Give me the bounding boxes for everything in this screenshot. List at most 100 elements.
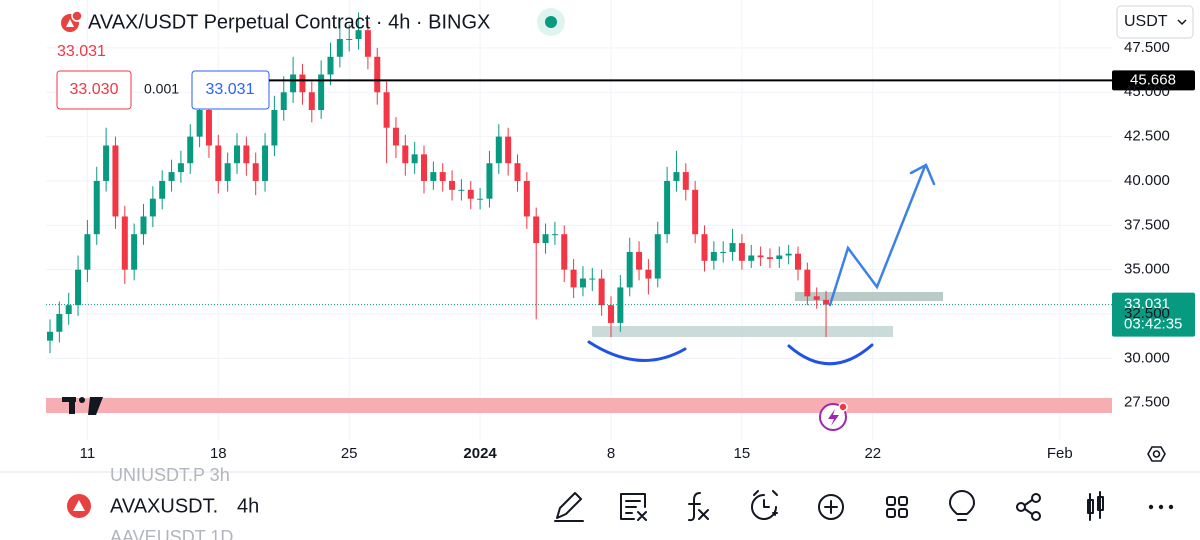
prev-symbol: UNIUSDT.P 3h	[110, 465, 230, 485]
draw-tool[interactable]	[554, 492, 584, 522]
y-tick-label: 40.000	[1124, 172, 1170, 189]
candle-body	[654, 234, 661, 279]
last-price-badge	[1112, 292, 1195, 337]
candle-body	[701, 234, 708, 261]
candles	[47, 12, 830, 354]
candle-body	[608, 305, 614, 323]
candle-body	[205, 110, 212, 146]
candle-body	[766, 257, 773, 260]
alert-tool[interactable]	[751, 490, 778, 520]
candle-body	[645, 269, 652, 279]
layouts[interactable]	[886, 496, 896, 506]
last-price: 33.031	[57, 43, 106, 60]
candle-body	[159, 180, 166, 199]
candle-body	[823, 299, 830, 305]
candle-body	[215, 145, 222, 181]
candle-body	[224, 163, 231, 181]
candle-body	[561, 234, 568, 270]
candle-body	[458, 189, 465, 191]
resistance-zone	[795, 292, 943, 301]
next-symbol: AAVEUSDT 1D	[110, 527, 233, 540]
y-tick-label: 35.000	[1124, 261, 1170, 278]
candle-body	[56, 314, 63, 332]
candle-body	[234, 145, 240, 164]
candle-body	[243, 145, 250, 164]
more-button[interactable]	[1148, 504, 1174, 510]
candle-body	[514, 163, 521, 181]
candle-body	[785, 253, 792, 256]
candle-body	[579, 278, 586, 288]
candle-body	[121, 216, 128, 270]
candle-body	[327, 56, 334, 75]
add-button[interactable]	[818, 494, 844, 520]
candle-body	[103, 145, 110, 181]
x-tick-label: 2024	[463, 445, 497, 462]
price-line-label: 45.668	[1130, 71, 1176, 88]
candle-body	[383, 92, 390, 128]
last-price-label: 33.031	[1124, 296, 1170, 313]
price-line-badge	[1112, 70, 1195, 91]
candle-body	[280, 92, 287, 110]
spread: 0.001	[144, 81, 179, 97]
y-tick-label: 47.500	[1124, 39, 1170, 56]
candle-body	[729, 243, 736, 252]
candle-body	[364, 30, 371, 57]
ideas[interactable]	[949, 490, 975, 521]
candle-body	[439, 172, 446, 181]
candle-body	[75, 269, 82, 306]
candle-body	[411, 154, 418, 164]
candle-body	[570, 269, 577, 288]
candle-body	[813, 296, 820, 300]
candle-body	[149, 198, 156, 217]
candle-body	[84, 234, 91, 270]
countdown: 03:42:35	[1124, 316, 1182, 333]
candle-body	[196, 110, 203, 137]
candle-body	[392, 127, 399, 146]
y-tick-label: 32.500	[1124, 305, 1170, 322]
y-tick-label: 27.500	[1124, 394, 1170, 411]
candle-body	[374, 56, 381, 93]
y-tick-label: 37.500	[1124, 216, 1170, 233]
x-tick-label: Feb	[1047, 445, 1073, 462]
notes-tool[interactable]	[620, 493, 647, 521]
bid-price: 33.030	[70, 81, 119, 98]
candle-body	[710, 251, 717, 261]
indicators[interactable]	[688, 492, 709, 522]
candle-body	[551, 234, 558, 236]
candle-body	[617, 287, 624, 323]
candle-body	[523, 180, 530, 217]
candle-body	[140, 216, 147, 235]
y-tick-label: 45.000	[1124, 83, 1170, 100]
candle-body	[187, 136, 194, 164]
candle-body	[738, 243, 745, 261]
candle-body	[748, 255, 755, 261]
x-tick-label: 22	[864, 445, 881, 462]
candle-body	[93, 180, 100, 235]
chart-title: AVAX/USDT Perpetual Contract · 4h · BING…	[88, 11, 490, 33]
toolbar-interval[interactable]: 4h	[237, 495, 259, 517]
x-tick-label: 18	[210, 445, 227, 462]
candle-body	[804, 269, 811, 297]
candle-body	[346, 39, 353, 41]
candle-body	[336, 39, 343, 57]
buy-button[interactable]	[191, 70, 270, 110]
candle-body	[402, 145, 409, 164]
sell-button[interactable]	[56, 70, 132, 110]
candle-body	[757, 255, 764, 258]
candle-body	[318, 74, 325, 110]
toolbar-symbol[interactable]: AVAXUSDT.	[110, 495, 218, 517]
drawings	[587, 163, 936, 366]
candle-body	[776, 255, 783, 260]
y-tick-label: 30.000	[1124, 349, 1170, 366]
settings-button[interactable]	[1147, 446, 1166, 462]
currency-select[interactable]	[1116, 5, 1194, 39]
x-tick-label: 15	[734, 445, 751, 462]
candle-body	[421, 154, 427, 181]
candle-body	[720, 251, 727, 253]
support-zone	[592, 326, 893, 337]
highlight-band	[46, 398, 1112, 413]
candle-body	[636, 251, 643, 270]
share[interactable]	[1016, 502, 1026, 512]
candle-body	[355, 30, 362, 40]
candle-body	[177, 163, 184, 173]
